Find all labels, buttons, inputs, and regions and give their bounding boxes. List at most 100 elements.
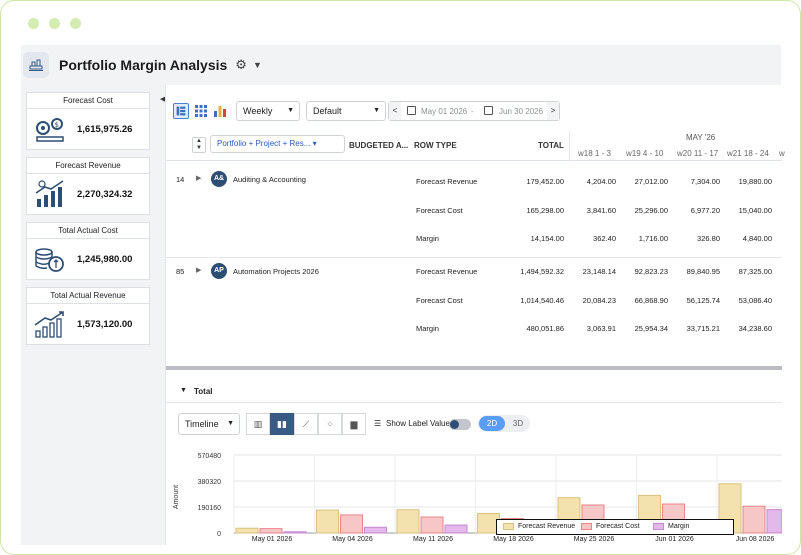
row-type: Forecast Cost	[416, 206, 463, 215]
group-by-label: Portfolio + Project + Res...	[217, 139, 311, 148]
legend-item[interactable]: Forecast Revenue	[503, 523, 575, 530]
week-header[interactable]: w20 11 - 17	[677, 149, 719, 158]
line-chart-icon[interactable]: ⟋	[294, 413, 318, 435]
legend-swatch	[503, 523, 514, 530]
calendar-icon[interactable]	[407, 106, 416, 115]
row-week-value: 19,880.00	[738, 177, 772, 186]
avatar: A&	[211, 171, 227, 187]
week-header[interactable]: w19 4 - 10	[626, 149, 664, 158]
row-type: Forecast Revenue	[416, 267, 478, 276]
row-type: Margin	[416, 324, 439, 333]
next-period-button[interactable]: >	[547, 102, 559, 120]
maximize-dot[interactable]	[70, 18, 81, 29]
row-week-value: 27,012.00	[634, 177, 668, 186]
kpi-forecast-revenue: Forecast Revenue 2,270,324.32	[26, 157, 150, 215]
page-title: Portfolio Margin Analysis	[59, 57, 228, 73]
row-total: 179,452.00	[526, 177, 564, 186]
week-header[interactable]: w18 1 - 3	[578, 149, 611, 158]
group-name[interactable]: Automation Projects 2026	[233, 267, 319, 276]
x-tick-label: May 11 2026	[413, 536, 453, 543]
legend-item[interactable]: Margin	[653, 523, 689, 530]
caret-down-icon[interactable]: ▼	[252, 60, 262, 70]
main-panel: Weekly ▼ Default ▼ < May 01 2026 - Jun 30 …	[165, 85, 785, 545]
row-week-value: 56,125.74	[686, 296, 720, 305]
y-axis-label: Amount	[173, 485, 180, 509]
gear-icon[interactable]: ⚙	[235, 57, 247, 72]
kpi-forecast-cost: Forecast Cost $ 1,615,975.26	[26, 92, 150, 150]
col-budgeted[interactable]: BUDGETED A...	[349, 141, 409, 150]
chart-type-select[interactable]: Timeline ▼	[178, 413, 240, 435]
stacked-bar-icon[interactable]: ▥	[246, 413, 270, 435]
expand-row-icon[interactable]: ▶	[196, 175, 202, 182]
kpi-sidebar: Forecast Cost $ 1,615,975.26 Forecast Re…	[21, 92, 161, 542]
pivot-view-icon[interactable]	[193, 103, 209, 119]
avatar: AP	[211, 263, 227, 279]
group-id: 85	[176, 267, 185, 276]
kpi-title: Total Actual Cost	[27, 223, 149, 239]
row-type: Forecast Cost	[416, 296, 463, 305]
date-to[interactable]: Jun 30 2026	[499, 107, 544, 116]
table-row[interactable]: Margin 480,051.86 3,063.91 25,954.34 33,…	[166, 314, 782, 342]
bar-forecast-cost	[420, 516, 444, 534]
week-header[interactable]: w21 18 - 24	[727, 149, 769, 158]
kpi-value: 1,245,980.00	[77, 253, 133, 265]
month-header: MAY '26	[686, 133, 716, 142]
col-total[interactable]: TOTAL	[538, 141, 564, 150]
table-row[interactable]: Forecast Cost 1,014,540.46 20,084.23 66,…	[166, 286, 782, 314]
chart-view-icon[interactable]	[212, 103, 228, 119]
revenue-growth-icon	[35, 180, 64, 207]
mode-2d-button[interactable]: 2D	[479, 416, 505, 431]
collapse-sidebar-icon[interactable]: ◀	[160, 96, 166, 103]
row-week-value: 3,841.60	[586, 206, 616, 215]
minimize-dot[interactable]	[49, 18, 60, 29]
toolbar: Weekly ▼ Default ▼ < May 01 2026 - Jun 30 …	[166, 101, 782, 123]
mode-3d-button[interactable]: 3D	[512, 419, 524, 428]
week-header[interactable]: w	[779, 149, 785, 158]
row-week-value: 25,954.34	[634, 324, 668, 333]
period-select[interactable]: Weekly ▼	[236, 101, 300, 121]
grid-view-icon[interactable]	[173, 103, 189, 119]
collapse-section-icon[interactable]: ▼	[180, 387, 187, 394]
prev-period-button[interactable]: <	[389, 102, 401, 120]
group-name[interactable]: Auditing & Accounting	[233, 175, 306, 184]
legend-label: Forecast Revenue	[518, 523, 576, 530]
area-chart-icon[interactable]: ▆	[342, 413, 366, 435]
table-row[interactable]: Margin 14,154.00 362.40 1,716.00 326.80 …	[166, 224, 782, 252]
expand-row-icon[interactable]: ▶	[196, 267, 202, 274]
calendar-icon[interactable]	[484, 106, 493, 115]
row-type: Margin	[416, 234, 439, 243]
coins-icon	[35, 248, 64, 272]
row-week-value: 4,840.00	[742, 234, 772, 243]
date-from[interactable]: May 01 2026	[421, 107, 468, 116]
group-by-selector[interactable]: Portfolio + Project + Res... ▾	[210, 135, 345, 153]
pane-splitter[interactable]	[166, 366, 782, 370]
legend-label: Margin	[668, 523, 690, 530]
kpi-value: 1,573,120.00	[77, 318, 133, 330]
window-controls	[28, 18, 81, 29]
bar-forecast-revenue	[316, 509, 339, 534]
row-week-value: 6,977.20	[690, 206, 720, 215]
scatter-chart-icon[interactable]: ⁘	[318, 413, 342, 435]
table-row[interactable]: Forecast Revenue 179,452.00 4,204.00 27,…	[166, 167, 782, 195]
col-row-type[interactable]: ROW TYPE	[414, 141, 457, 150]
show-label-toggle[interactable]	[449, 419, 471, 430]
legend-item[interactable]: Forecast Cost	[581, 523, 640, 530]
chevron-down-icon: ▼	[373, 107, 380, 114]
group-divider	[166, 257, 782, 258]
table-row[interactable]: Forecast Cost 165,298.00 3,841.60 25,296…	[166, 196, 782, 224]
row-week-value: 15,040.00	[738, 206, 772, 215]
close-dot[interactable]	[28, 18, 39, 29]
x-tick-label: May 18 2026	[493, 536, 534, 543]
y-tick-label: 190160	[198, 505, 221, 512]
table-row[interactable]: Forecast Revenue 1,494,592.32 23,148.14 …	[166, 257, 782, 285]
date-separator: -	[471, 107, 474, 116]
bar-chart-icon[interactable]: ▮▮	[270, 413, 294, 435]
chevron-down-icon: ▼	[227, 420, 234, 427]
kpi-value: 2,270,324.32	[77, 188, 133, 200]
bar-margin	[444, 524, 468, 534]
expand-collapse-icon[interactable]: ▲ ▼	[192, 137, 206, 153]
total-section-header[interactable]: ▼ Total	[166, 381, 782, 403]
view-select[interactable]: Default ▼	[306, 101, 386, 121]
x-tick-label: Jun 01 2026	[655, 536, 694, 543]
grid-header: ▲ ▼ Portfolio + Project + Res... ▾ BUDGET…	[166, 131, 785, 161]
